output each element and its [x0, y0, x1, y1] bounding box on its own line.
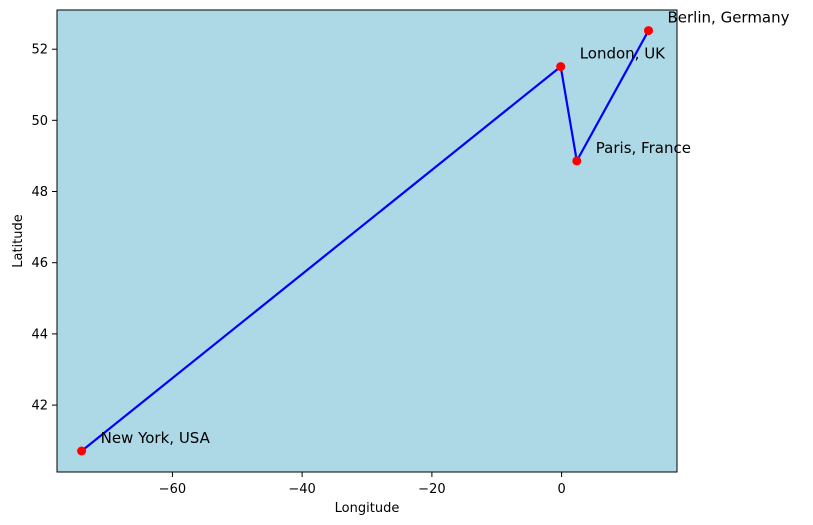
- y-tick-label: 48: [31, 185, 48, 200]
- x-tick-label: −20: [418, 482, 445, 497]
- y-tick-label: 42: [31, 399, 48, 414]
- y-tick-label: 50: [31, 114, 48, 129]
- route-line: [80, 29, 650, 453]
- x-tick-label: −40: [288, 482, 315, 497]
- x-axis-label: Longitude: [335, 501, 400, 516]
- plot-frame: [56, 9, 678, 473]
- y-tick-label: 52: [31, 43, 48, 58]
- city-marker: [77, 446, 87, 456]
- plot-background: [57, 10, 677, 472]
- x-tick-label: −60: [159, 482, 186, 497]
- city-label: New York, USA: [101, 429, 211, 447]
- label-layer: New York, USA London, UK Paris, France Berl…: [101, 9, 790, 447]
- city-marker: [644, 26, 653, 36]
- x-axis: −60 −40 −20 0: [159, 472, 566, 497]
- city-label: London, UK: [580, 45, 666, 63]
- city-label: Paris, France: [596, 139, 691, 157]
- x-tick-label: 0: [557, 482, 565, 497]
- y-axis: 42 44 46 48 50 52: [31, 43, 57, 414]
- city-marker: [572, 156, 582, 166]
- city-label: Berlin, Germany: [668, 9, 790, 27]
- marker-layer: [77, 26, 653, 456]
- y-tick-label: 46: [31, 256, 48, 271]
- y-axis-label: Latitude: [11, 214, 26, 268]
- city-marker: [556, 62, 566, 72]
- y-tick-label: 44: [31, 327, 48, 342]
- line-layer: [80, 29, 650, 453]
